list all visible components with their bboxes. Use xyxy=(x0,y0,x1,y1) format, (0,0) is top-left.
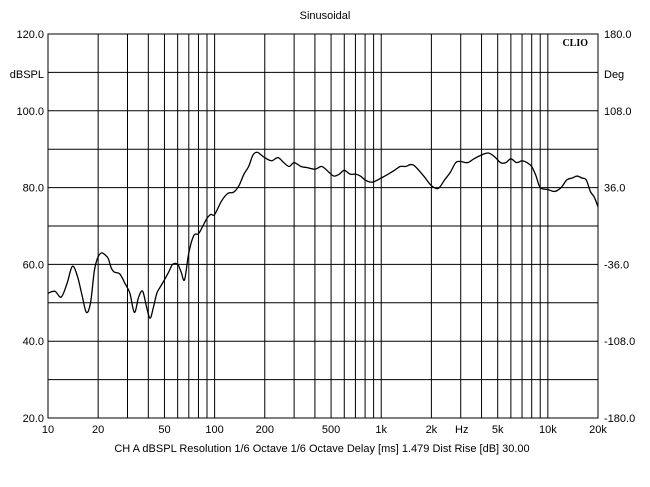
y-tick-label-right: 180.0 xyxy=(604,29,632,41)
chart-title: Sinusoidal xyxy=(300,10,351,22)
x-tick-label: 2k xyxy=(426,424,438,436)
response-curve xyxy=(47,151,599,319)
y-tick-label-right: 108.0 xyxy=(604,106,632,118)
y-axis-label-right: Deg xyxy=(604,69,624,81)
y-tick-label-left: 20.0 xyxy=(23,413,44,425)
x-tick-label: 100 xyxy=(205,424,223,436)
plot-frame xyxy=(47,33,599,419)
y-tick-label-right: -108.0 xyxy=(604,336,635,348)
x-tick-label: 1k xyxy=(375,424,387,436)
x-tick-label: 200 xyxy=(256,424,274,436)
y-tick-label-right: 36.0 xyxy=(604,183,625,195)
chart-footer: CH A dBSPL Resolution 1/6 Octave 1/6 Oct… xyxy=(114,443,529,455)
x-axis-unit-label: Hz xyxy=(455,424,468,436)
y-tick-label-right: -180.0 xyxy=(604,413,635,425)
y-tick-label-left: 80.0 xyxy=(23,183,44,195)
tick-labels: 10 20 50 100 200 500 1k 2k 5k 10k 20k 20.0 -180.0 40.… xyxy=(16,29,635,436)
x-tick-label: 10k xyxy=(539,424,557,436)
brand-label: CLIO xyxy=(562,38,588,49)
grid xyxy=(48,34,598,418)
x-tick-label: 5k xyxy=(492,424,504,436)
y-tick-label-left: 100.0 xyxy=(16,106,44,118)
series-layer xyxy=(47,151,599,319)
y-tick-label-right: -36.0 xyxy=(604,259,629,271)
y-tick-label-left: 120.0 xyxy=(16,29,44,41)
x-tick-label: 20k xyxy=(589,424,607,436)
x-tick-label: 500 xyxy=(322,424,340,436)
y-tick-label-left: 60.0 xyxy=(23,259,44,271)
x-tick-label: 10 xyxy=(42,424,54,436)
y-tick-label-left: 40.0 xyxy=(23,336,44,348)
y-axis-label-left: dBSPL xyxy=(10,69,44,81)
x-tick-label: 50 xyxy=(158,424,170,436)
x-tick-label: 20 xyxy=(92,424,104,436)
